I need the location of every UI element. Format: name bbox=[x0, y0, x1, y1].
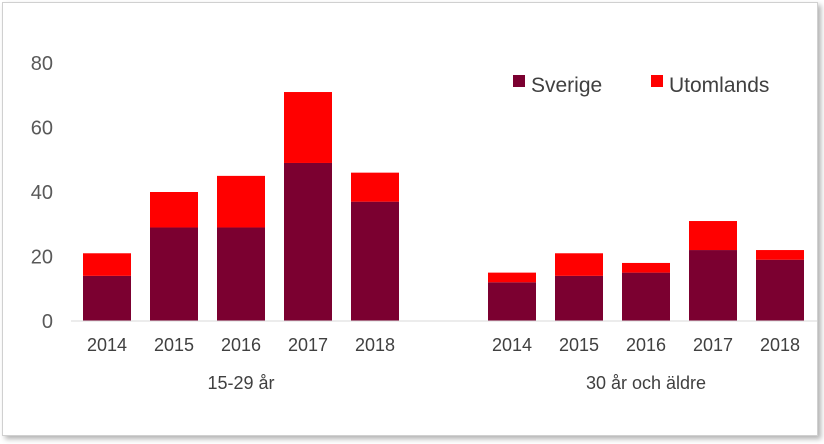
bar-sverige-2-2017 bbox=[689, 250, 737, 321]
bar-utomlands-1-2015 bbox=[150, 192, 198, 228]
legend-label-sverige: Sverige bbox=[531, 74, 602, 97]
x-axis-labels: 2014 2015 2016 2017 2018 15-29 år 2014 2015 2016… bbox=[87, 335, 800, 393]
bar-utomlands-1-2016 bbox=[217, 175, 265, 228]
bar-utomlands-1-2017 bbox=[284, 92, 332, 163]
bar-utomlands-2-2016 bbox=[622, 262, 670, 273]
x-tick-label: 2015 bbox=[559, 335, 599, 355]
bar-sverige-1-2017 bbox=[284, 162, 332, 321]
y-tick-label: 0 bbox=[42, 311, 53, 333]
x-tick-label: 2015 bbox=[154, 335, 194, 355]
bar-sverige-2-2015 bbox=[555, 275, 603, 321]
x-tick-label: 2016 bbox=[626, 335, 666, 355]
bar-utomlands-2-2017 bbox=[689, 221, 737, 251]
x-tick-label: 2014 bbox=[87, 335, 127, 355]
y-tick-label: 60 bbox=[31, 118, 53, 140]
bar-utomlands-2-2018 bbox=[756, 250, 804, 260]
bar-sverige-1-2015 bbox=[150, 227, 198, 321]
y-tick-label: 40 bbox=[31, 182, 53, 204]
x-tick-label: 2016 bbox=[221, 335, 261, 355]
y-tick-label: 80 bbox=[31, 53, 53, 75]
bar-sverige-2-2018 bbox=[756, 259, 804, 321]
bar-sverige-1-2018 bbox=[351, 201, 399, 321]
legend-swatch-sverige bbox=[513, 75, 525, 87]
legend-label-utomlands: Utomlands bbox=[669, 74, 769, 97]
bar-utomlands-1-2014 bbox=[83, 253, 131, 276]
bar-sverige-2-2016 bbox=[622, 272, 670, 321]
bar-utomlands-2-2015 bbox=[555, 253, 603, 276]
x-tick-label: 2018 bbox=[760, 335, 800, 355]
bar-utomlands-1-2018 bbox=[351, 172, 399, 202]
bar-sverige-1-2016 bbox=[217, 227, 265, 321]
x-tick-label: 2018 bbox=[355, 335, 395, 355]
x-tick-label: 2014 bbox=[492, 335, 532, 355]
group-label: 15-29 år bbox=[207, 373, 274, 393]
y-tick-label: 20 bbox=[31, 247, 53, 269]
bars bbox=[83, 92, 804, 321]
legend: Sverige Utomlands bbox=[513, 74, 769, 97]
bar-sverige-2-2014 bbox=[488, 282, 536, 321]
bar-utomlands-2-2014 bbox=[488, 272, 536, 283]
y-axis: 0 20 40 60 80 bbox=[31, 53, 53, 333]
chart-frame: 0 20 40 60 80 2014 2015 2016 2017 2018 15-29 år 20… bbox=[2, 2, 818, 436]
legend-swatch-utomlands bbox=[651, 75, 663, 87]
x-tick-label: 2017 bbox=[288, 335, 328, 355]
bar-sverige-1-2014 bbox=[83, 275, 131, 321]
x-tick-label: 2017 bbox=[693, 335, 733, 355]
group-label: 30 år och äldre bbox=[586, 373, 706, 393]
